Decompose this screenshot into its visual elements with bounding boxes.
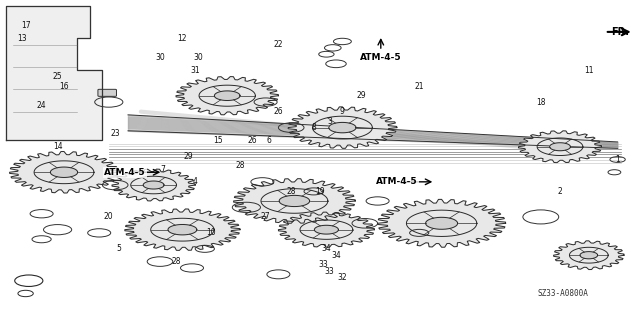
Text: 2: 2 xyxy=(557,187,563,196)
Polygon shape xyxy=(329,122,356,133)
Text: 34: 34 xyxy=(321,244,332,253)
Text: FR.: FR. xyxy=(611,27,629,37)
Polygon shape xyxy=(112,169,195,201)
Text: 19: 19 xyxy=(315,187,325,196)
Polygon shape xyxy=(550,143,570,151)
Polygon shape xyxy=(378,199,506,247)
Polygon shape xyxy=(125,209,240,250)
Text: 30: 30 xyxy=(193,53,204,62)
Text: 18: 18 xyxy=(536,98,545,107)
Text: 5: 5 xyxy=(116,244,121,253)
Text: ATM-4-5: ATM-4-5 xyxy=(360,53,402,62)
Polygon shape xyxy=(10,152,118,193)
Text: 31: 31 xyxy=(190,66,200,75)
Polygon shape xyxy=(554,241,624,270)
Text: ATM-4-5: ATM-4-5 xyxy=(104,168,146,177)
Text: 27: 27 xyxy=(260,212,271,221)
Polygon shape xyxy=(51,167,77,177)
Text: 32: 32 xyxy=(337,273,348,282)
Text: 28: 28 xyxy=(172,257,180,266)
Text: 28: 28 xyxy=(236,161,244,170)
Text: 16: 16 xyxy=(59,82,69,91)
Text: 7: 7 xyxy=(161,165,166,174)
Polygon shape xyxy=(176,77,278,115)
Polygon shape xyxy=(278,212,374,247)
Text: 13: 13 xyxy=(17,34,28,43)
Text: 23: 23 xyxy=(110,130,120,138)
Text: 17: 17 xyxy=(20,21,31,30)
Polygon shape xyxy=(426,217,458,229)
Text: 34: 34 xyxy=(331,251,341,260)
Text: 11: 11 xyxy=(584,66,593,75)
Polygon shape xyxy=(234,179,355,223)
Text: 26: 26 xyxy=(273,107,284,116)
Text: 28: 28 xyxy=(287,187,296,196)
Text: 6: 6 xyxy=(266,136,271,145)
Text: 8: 8 xyxy=(311,123,316,132)
Text: 30: 30 xyxy=(155,53,165,62)
Text: 29: 29 xyxy=(356,91,367,100)
Text: 4: 4 xyxy=(193,177,198,186)
Text: 10: 10 xyxy=(206,228,216,237)
Text: 14: 14 xyxy=(52,142,63,151)
Polygon shape xyxy=(168,225,197,235)
Text: 20: 20 xyxy=(104,212,114,221)
Text: 29: 29 xyxy=(184,152,194,161)
Polygon shape xyxy=(214,91,240,100)
Polygon shape xyxy=(6,6,102,140)
Polygon shape xyxy=(314,225,339,234)
Text: 25: 25 xyxy=(52,72,63,81)
Polygon shape xyxy=(143,181,164,189)
Text: 9: 9 xyxy=(340,107,345,116)
Text: 21: 21 xyxy=(415,82,424,91)
Text: SZ33-A0800A: SZ33-A0800A xyxy=(538,289,589,298)
Text: 12: 12 xyxy=(178,34,187,43)
Polygon shape xyxy=(580,252,598,259)
Polygon shape xyxy=(279,195,310,207)
Text: 1: 1 xyxy=(615,155,620,164)
Polygon shape xyxy=(518,131,602,163)
Text: 24: 24 xyxy=(36,101,47,110)
Text: ATM-4-5: ATM-4-5 xyxy=(376,177,418,186)
Text: 26: 26 xyxy=(248,136,258,145)
Polygon shape xyxy=(288,107,397,148)
Text: 3: 3 xyxy=(327,117,332,126)
Text: 22: 22 xyxy=(274,40,283,49)
Text: 33: 33 xyxy=(324,267,335,276)
Text: 15: 15 xyxy=(212,136,223,145)
Text: 33: 33 xyxy=(318,260,328,269)
FancyBboxPatch shape xyxy=(98,89,116,96)
